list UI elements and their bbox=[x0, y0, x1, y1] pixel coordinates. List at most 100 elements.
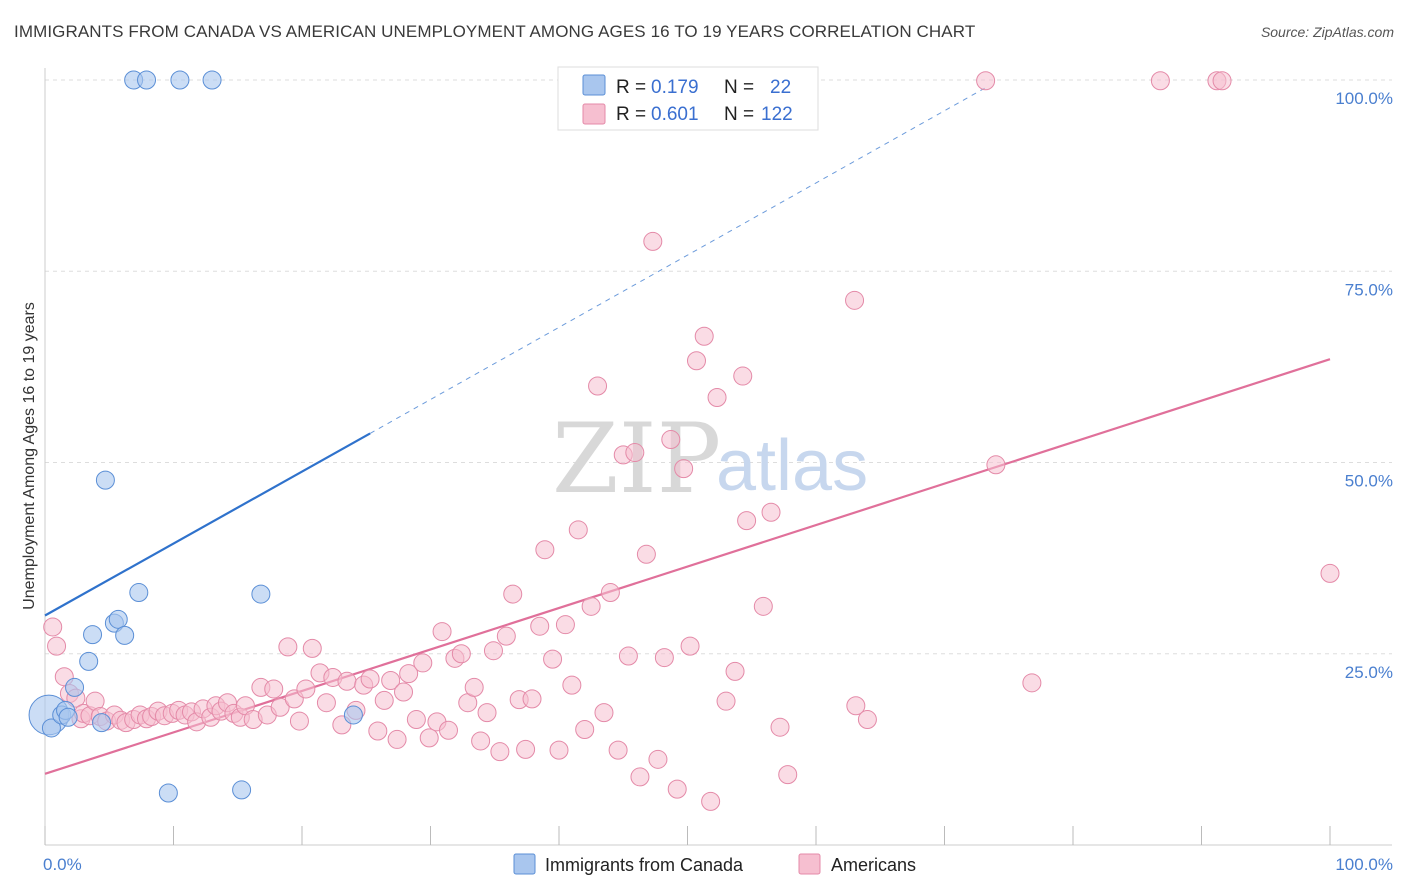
americans-point-56 bbox=[399, 664, 419, 684]
legend-n-label-canada: N = bbox=[724, 77, 754, 98]
americans-point-55 bbox=[394, 682, 414, 702]
americans-point-96 bbox=[654, 648, 674, 668]
legend-swatch-americans bbox=[582, 103, 606, 125]
americans-point-118 bbox=[1022, 673, 1042, 693]
canada-trend-extension bbox=[369, 87, 986, 434]
americans-point-83 bbox=[575, 719, 595, 739]
americans-point-84 bbox=[581, 596, 601, 616]
canada-point-4 bbox=[65, 677, 85, 697]
americans-point-36 bbox=[264, 679, 284, 699]
americans-point-42 bbox=[302, 638, 322, 658]
americans-point-117 bbox=[986, 455, 1006, 475]
trend-layer bbox=[44, 87, 1331, 775]
americans-point-41 bbox=[296, 679, 316, 699]
canada-point-16 bbox=[202, 70, 222, 90]
americans-point-40 bbox=[289, 711, 309, 731]
americans-point-114 bbox=[846, 696, 866, 716]
americans-point-88 bbox=[608, 740, 628, 760]
canada-point-1 bbox=[41, 718, 61, 738]
americans-point-69 bbox=[483, 641, 503, 661]
americans-point-99 bbox=[674, 459, 694, 479]
legend-swatch-canada bbox=[582, 74, 606, 96]
canada-point-20 bbox=[343, 705, 363, 725]
americans-point-122 bbox=[1320, 563, 1340, 583]
americans-point-71 bbox=[496, 626, 516, 646]
americans-point-95 bbox=[648, 749, 668, 769]
legend-r-label-americans: R = bbox=[616, 104, 646, 125]
chart-title: IMMIGRANTS FROM CANADA VS AMERICAN UNEMP… bbox=[14, 22, 976, 41]
canada-points bbox=[28, 70, 363, 803]
bottom-legend-canada: Immigrants from Canada bbox=[545, 855, 744, 875]
canada-point-5 bbox=[79, 651, 99, 671]
legend-n-value-canada: 22 bbox=[770, 77, 791, 98]
americans-point-54 bbox=[387, 729, 407, 749]
americans-point-61 bbox=[432, 622, 452, 642]
y-axis-label: Unemployment Among Ages 16 to 19 years bbox=[21, 302, 38, 610]
americans-point-109 bbox=[753, 596, 773, 616]
americans-point-97 bbox=[661, 430, 681, 450]
americans-point-78 bbox=[543, 649, 563, 669]
americans-point-53 bbox=[381, 671, 401, 691]
bottom-legend-swatch-canada bbox=[513, 853, 536, 875]
canada-trend-line bbox=[44, 432, 371, 617]
americans-point-87 bbox=[600, 583, 620, 603]
americans-point-68 bbox=[477, 703, 497, 723]
americans-point-64 bbox=[451, 644, 471, 664]
canada-point-8 bbox=[95, 470, 115, 490]
correlation-legend: R = 0.179 N = 22 R = 0.601 N = 122 bbox=[557, 66, 819, 131]
americans-point-80 bbox=[555, 615, 575, 635]
americans-point-47 bbox=[337, 671, 357, 691]
americans-point-92 bbox=[630, 767, 650, 787]
canada-point-21 bbox=[58, 707, 78, 727]
americans-point-82 bbox=[568, 520, 588, 540]
y-tick-label-50: 50.0% bbox=[1345, 472, 1393, 491]
y-tick-label-100: 100.0% bbox=[1335, 89, 1393, 108]
legend-n-value-americans: 122 bbox=[761, 104, 793, 125]
americans-point-121 bbox=[1212, 71, 1232, 91]
americans-point-57 bbox=[406, 710, 426, 730]
americans-point-66 bbox=[464, 677, 484, 697]
americans-point-107 bbox=[733, 366, 753, 386]
americans-point-37 bbox=[270, 697, 290, 717]
americans-trend-line bbox=[44, 358, 1331, 775]
canada-point-18 bbox=[232, 780, 252, 800]
americans-point-75 bbox=[522, 689, 542, 709]
americans-point-50 bbox=[360, 669, 380, 689]
americans-point-59 bbox=[419, 728, 439, 748]
canada-point-10 bbox=[108, 609, 128, 629]
americans-point-101 bbox=[686, 351, 706, 371]
americans-point-70 bbox=[490, 742, 510, 762]
americans-point-111 bbox=[770, 717, 790, 737]
americans-point-62 bbox=[438, 720, 458, 740]
americans-point-108 bbox=[737, 511, 757, 531]
americans-point-106 bbox=[725, 661, 745, 681]
canada-point-17 bbox=[158, 783, 178, 803]
americans-point-51 bbox=[368, 721, 388, 741]
americans-point-112 bbox=[778, 765, 798, 785]
americans-point-105 bbox=[716, 691, 736, 711]
canada-point-6 bbox=[83, 625, 103, 645]
legend-r-value-americans: 0.601 bbox=[651, 104, 699, 125]
y-tick-label-75: 75.0% bbox=[1345, 280, 1393, 299]
americans-point-38 bbox=[278, 637, 298, 657]
americans-point-91 bbox=[625, 443, 645, 463]
americans-point-74 bbox=[516, 739, 536, 759]
americans-point-100 bbox=[680, 636, 700, 656]
legend-r-value-canada: 0.179 bbox=[651, 77, 699, 98]
canada-point-15 bbox=[170, 70, 190, 90]
americans-point-1 bbox=[47, 636, 67, 656]
americans-point-104 bbox=[707, 387, 727, 407]
canada-point-14 bbox=[137, 70, 157, 90]
canada-point-11 bbox=[115, 625, 135, 645]
americans-point-81 bbox=[562, 675, 582, 695]
americans-point-119 bbox=[1150, 71, 1170, 91]
americans-point-0 bbox=[43, 617, 63, 637]
americans-points bbox=[43, 71, 1340, 811]
americans-point-113 bbox=[845, 290, 865, 310]
americans-point-44 bbox=[316, 693, 336, 713]
legend-r-label-canada: R = bbox=[616, 77, 646, 98]
x-tick-label-max: 100.0% bbox=[1335, 855, 1393, 874]
grid-layer bbox=[45, 79, 1392, 655]
x-tick-label-min: 0.0% bbox=[43, 855, 82, 874]
